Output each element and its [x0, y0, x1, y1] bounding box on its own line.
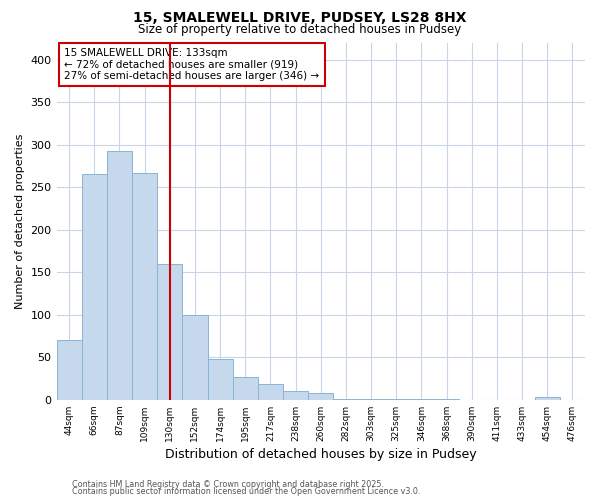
Bar: [182, 314, 208, 400]
Bar: [535, 398, 560, 400]
Bar: [132, 172, 157, 400]
Bar: [82, 174, 107, 400]
Bar: [308, 393, 334, 400]
Y-axis label: Number of detached properties: Number of detached properties: [15, 134, 25, 309]
Bar: [283, 392, 308, 400]
Bar: [409, 399, 434, 400]
Text: 15 SMALEWELL DRIVE: 133sqm
← 72% of detached houses are smaller (919)
27% of sem: 15 SMALEWELL DRIVE: 133sqm ← 72% of deta…: [64, 48, 320, 81]
Text: Contains public sector information licensed under the Open Government Licence v3: Contains public sector information licen…: [72, 487, 421, 496]
Bar: [258, 384, 283, 400]
Bar: [107, 150, 132, 400]
Bar: [56, 340, 82, 400]
Bar: [434, 399, 459, 400]
Bar: [383, 399, 409, 400]
Text: 15, SMALEWELL DRIVE, PUDSEY, LS28 8HX: 15, SMALEWELL DRIVE, PUDSEY, LS28 8HX: [133, 11, 467, 25]
Bar: [359, 399, 383, 400]
Bar: [157, 264, 182, 400]
Text: Contains HM Land Registry data © Crown copyright and database right 2025.: Contains HM Land Registry data © Crown c…: [72, 480, 384, 489]
X-axis label: Distribution of detached houses by size in Pudsey: Distribution of detached houses by size …: [165, 448, 476, 461]
Text: Size of property relative to detached houses in Pudsey: Size of property relative to detached ho…: [139, 22, 461, 36]
Bar: [208, 359, 233, 400]
Bar: [233, 377, 258, 400]
Bar: [334, 399, 359, 400]
